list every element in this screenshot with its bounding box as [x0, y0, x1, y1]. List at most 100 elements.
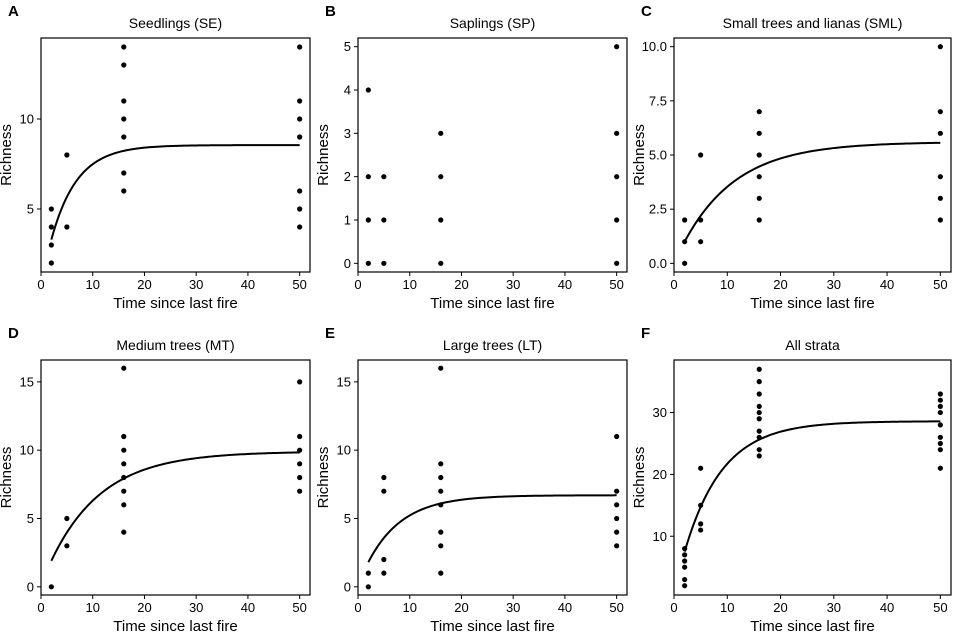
data-point	[365, 584, 371, 590]
data-point	[365, 87, 371, 93]
panel-title: Saplings (SP)	[450, 15, 536, 31]
data-point	[121, 502, 127, 508]
plot-frame	[40, 359, 311, 596]
x-tick-label: 10	[720, 600, 734, 615]
panel-letter: E	[325, 325, 335, 342]
y-tick-label: 2	[344, 169, 351, 184]
plot-frame	[357, 359, 628, 596]
data-point	[438, 217, 444, 223]
x-tick-label: 20	[137, 600, 151, 615]
panel-title: Small trees and lianas (SML)	[723, 15, 903, 31]
x-axis-label: Time since last fire	[750, 295, 874, 312]
data-point	[121, 365, 127, 371]
x-tick-label: 20	[773, 600, 787, 615]
y-tick-label: 0.0	[649, 256, 667, 271]
data-point	[297, 433, 303, 440]
x-axis-label: Time since last fire	[430, 618, 554, 632]
data-point	[64, 515, 70, 522]
data-point	[937, 397, 943, 403]
data-point	[937, 391, 943, 397]
x-tick-label: 50	[609, 277, 623, 292]
x-axis-label: Time since last fire	[430, 295, 554, 312]
data-point	[121, 134, 127, 140]
data-point	[614, 543, 620, 549]
fitted-curve	[683, 141, 941, 243]
y-tick-label: 5	[27, 511, 34, 526]
data-point	[682, 558, 688, 564]
x-tick-label: 10	[402, 277, 416, 292]
data-point	[381, 474, 387, 481]
data-point	[297, 116, 303, 122]
data-point	[937, 409, 943, 416]
data-point	[121, 44, 127, 50]
data-point	[756, 195, 762, 201]
data-point	[381, 174, 387, 180]
data-point	[365, 570, 371, 576]
panel-a: A Seedlings (SE) 0 10 20 30 40 50 5 10 Time since …	[0, 3, 311, 312]
y-axis-label: Richness	[0, 447, 15, 509]
data-point	[297, 206, 303, 212]
panel-f: F All strata 0 10 20 30 40 50 10 20 30 Time since l…	[631, 325, 952, 632]
y-tick-label: 0	[344, 579, 351, 594]
data-point	[756, 403, 762, 409]
data-point	[614, 174, 620, 180]
data-point	[756, 130, 762, 136]
x-tick-label: 20	[137, 277, 151, 292]
data-point	[121, 188, 127, 194]
y-tick-label: 0	[344, 256, 351, 271]
x-tick-label: 0	[354, 277, 361, 292]
data-point	[121, 529, 127, 535]
y-tick-label: 10	[337, 443, 351, 458]
data-point	[756, 447, 762, 453]
data-point	[682, 583, 688, 589]
x-tick-label: 0	[37, 277, 44, 292]
x-axis-label: Time since last fire	[113, 295, 237, 312]
data-point	[297, 188, 303, 194]
data-point	[365, 217, 371, 223]
data-point	[121, 170, 127, 176]
y-tick-label: 2.5	[649, 202, 667, 217]
x-tick-label: 10	[720, 277, 734, 292]
panel-letter: D	[8, 325, 19, 342]
data-point	[381, 260, 387, 266]
x-tick-label: 20	[773, 277, 787, 292]
y-tick-label: 0	[27, 579, 34, 594]
data-point	[756, 416, 762, 422]
panel-letter: F	[641, 325, 650, 342]
y-tick-label: 3	[344, 126, 351, 141]
data-point	[297, 44, 303, 50]
data-point	[756, 174, 762, 180]
x-tick-label: 10	[85, 600, 99, 615]
x-tick-label: 20	[454, 600, 468, 615]
data-point	[438, 260, 444, 266]
data-point	[937, 465, 943, 471]
data-point	[614, 488, 620, 494]
y-tick-label: 20	[653, 467, 667, 482]
data-point	[438, 174, 444, 180]
fitted-curve	[50, 144, 300, 240]
x-axis-label: Time since last fire	[113, 618, 237, 632]
data-point	[438, 461, 444, 467]
data-point	[614, 217, 620, 223]
data-point	[937, 434, 943, 440]
data-point	[937, 174, 943, 180]
x-tick-label: 20	[454, 277, 468, 292]
data-point	[48, 260, 54, 266]
data-point	[614, 260, 620, 266]
data-point	[438, 543, 444, 549]
data-point	[698, 465, 704, 471]
y-tick-label: 1	[344, 213, 351, 228]
data-point	[297, 488, 303, 494]
panel-title: All strata	[785, 337, 840, 353]
x-tick-label: 40	[880, 600, 894, 615]
data-point	[121, 433, 127, 440]
data-point	[381, 570, 387, 576]
panel-letter: A	[8, 3, 19, 20]
data-point	[381, 217, 387, 223]
x-tick-label: 0	[37, 600, 44, 615]
y-axis-label: Richness	[631, 447, 648, 509]
x-tick-label: 40	[558, 600, 572, 615]
data-point	[297, 224, 303, 230]
panel-letter: B	[325, 3, 336, 20]
x-tick-label: 0	[354, 600, 361, 615]
